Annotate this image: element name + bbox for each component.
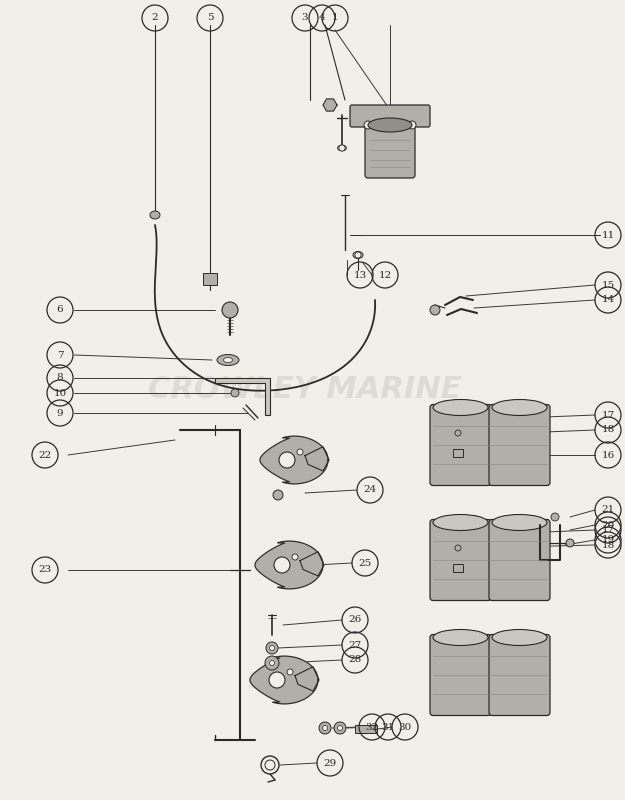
Text: 5: 5 [207, 14, 213, 22]
Text: 8: 8 [57, 374, 63, 382]
Text: 17: 17 [601, 410, 614, 419]
Circle shape [269, 661, 274, 666]
Text: 2: 2 [152, 14, 158, 22]
Text: 24: 24 [363, 486, 377, 494]
Circle shape [269, 646, 274, 650]
Ellipse shape [224, 358, 232, 362]
Circle shape [364, 121, 372, 129]
Text: 31: 31 [381, 722, 394, 731]
Polygon shape [295, 666, 319, 691]
Ellipse shape [368, 118, 412, 132]
Circle shape [322, 726, 328, 730]
FancyBboxPatch shape [430, 519, 491, 601]
Circle shape [266, 642, 278, 654]
Circle shape [265, 760, 275, 770]
Text: 21: 21 [601, 506, 614, 514]
Text: 10: 10 [53, 389, 67, 398]
Polygon shape [250, 656, 318, 704]
Circle shape [551, 513, 559, 521]
Ellipse shape [433, 399, 488, 415]
Text: 11: 11 [601, 230, 614, 239]
Text: 25: 25 [358, 558, 372, 567]
FancyBboxPatch shape [430, 405, 491, 486]
FancyBboxPatch shape [489, 634, 550, 715]
Circle shape [408, 121, 416, 129]
Polygon shape [260, 436, 328, 484]
Text: 12: 12 [378, 270, 392, 279]
Circle shape [338, 726, 342, 730]
Text: 14: 14 [601, 295, 614, 305]
Ellipse shape [492, 630, 547, 646]
Circle shape [297, 449, 303, 455]
Circle shape [273, 490, 283, 500]
Text: 18: 18 [601, 426, 614, 434]
Polygon shape [300, 552, 324, 576]
Text: 18: 18 [601, 541, 614, 550]
Circle shape [287, 669, 293, 675]
Circle shape [279, 452, 295, 468]
Ellipse shape [338, 145, 346, 151]
Text: 19: 19 [601, 535, 614, 545]
Text: 4: 4 [319, 14, 326, 22]
Ellipse shape [492, 399, 547, 415]
Circle shape [455, 545, 461, 551]
Circle shape [265, 656, 279, 670]
Text: 16: 16 [601, 450, 614, 459]
FancyBboxPatch shape [350, 105, 430, 127]
Text: CROWLEY MARINE: CROWLEY MARINE [148, 375, 462, 405]
Ellipse shape [433, 514, 488, 530]
Polygon shape [215, 378, 270, 415]
Circle shape [339, 145, 345, 151]
Text: 6: 6 [57, 306, 63, 314]
FancyBboxPatch shape [430, 634, 491, 715]
Circle shape [292, 554, 298, 560]
Text: 17: 17 [601, 526, 614, 534]
Polygon shape [323, 99, 337, 111]
Text: 9: 9 [57, 409, 63, 418]
Circle shape [261, 756, 279, 774]
Text: 7: 7 [57, 350, 63, 359]
Text: 23: 23 [38, 566, 52, 574]
Text: 29: 29 [323, 758, 337, 767]
Ellipse shape [433, 630, 488, 646]
Circle shape [430, 305, 440, 315]
Ellipse shape [150, 211, 160, 219]
Text: 30: 30 [398, 722, 412, 731]
Text: 26: 26 [348, 615, 362, 625]
Circle shape [355, 252, 361, 258]
Circle shape [455, 430, 461, 436]
Ellipse shape [492, 514, 547, 530]
Circle shape [319, 722, 331, 734]
FancyBboxPatch shape [355, 725, 377, 733]
FancyBboxPatch shape [453, 449, 463, 457]
Ellipse shape [217, 354, 239, 366]
Text: 20: 20 [601, 521, 614, 530]
FancyBboxPatch shape [489, 405, 550, 486]
Text: 28: 28 [348, 655, 362, 665]
Circle shape [566, 539, 574, 547]
Text: 3: 3 [302, 14, 308, 22]
Circle shape [274, 557, 290, 573]
Text: 13: 13 [353, 270, 367, 279]
Text: 27: 27 [348, 641, 362, 650]
Circle shape [231, 389, 239, 397]
Text: 1: 1 [332, 14, 338, 22]
Polygon shape [255, 541, 323, 589]
Circle shape [269, 672, 285, 688]
FancyBboxPatch shape [203, 273, 217, 285]
Text: 22: 22 [38, 450, 52, 459]
Circle shape [334, 722, 346, 734]
Polygon shape [305, 446, 329, 471]
FancyBboxPatch shape [489, 519, 550, 601]
FancyBboxPatch shape [365, 122, 415, 178]
Text: 32: 32 [366, 722, 379, 731]
Text: 15: 15 [601, 281, 614, 290]
Ellipse shape [353, 251, 363, 258]
Circle shape [222, 302, 238, 318]
FancyBboxPatch shape [453, 564, 463, 572]
